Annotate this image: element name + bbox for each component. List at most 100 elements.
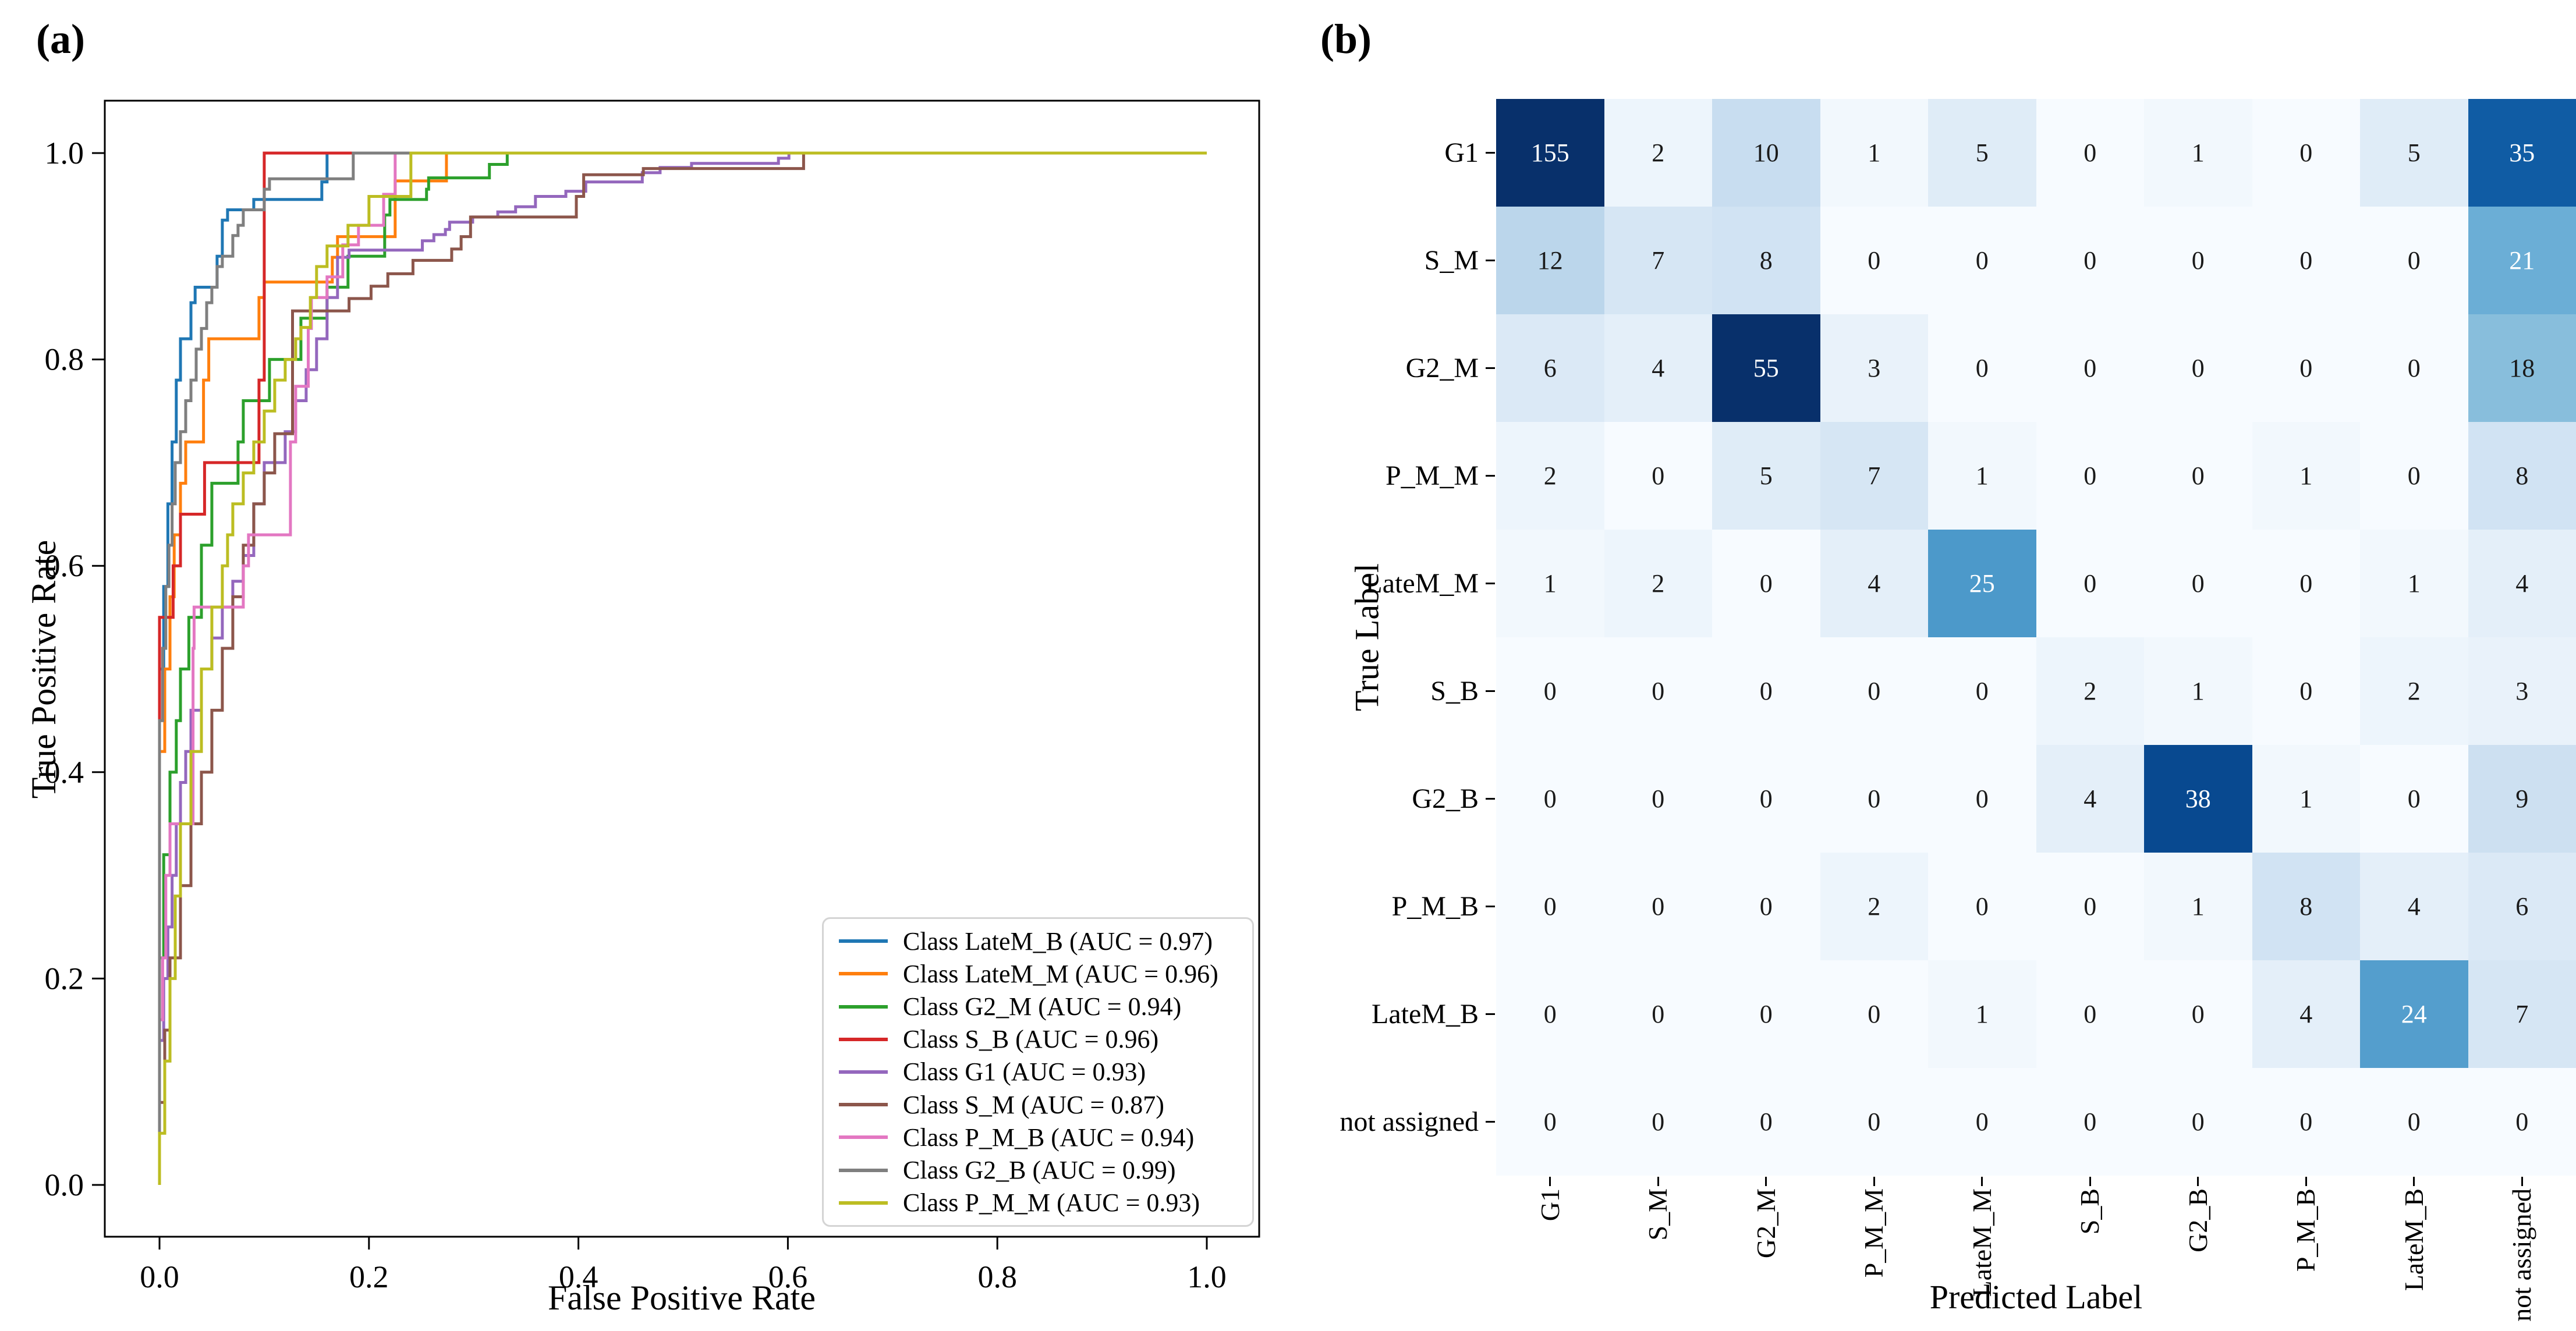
- cm-col-label-P_M_M: P_M_M: [1859, 1188, 1889, 1278]
- cm-cell-LateM_M-not assigned: 4: [2468, 530, 2576, 637]
- cm-cell-S_B-P_M_M: 0: [1820, 637, 1928, 745]
- heatmap-x-axis-title: Predicted Label: [1929, 1278, 2143, 1316]
- cm-cell-G2_M-G2_M: 55: [1712, 314, 1820, 422]
- cm-cell-S_B-G2_M: 0: [1712, 637, 1820, 745]
- roc-curve-G1: [158, 151, 1207, 1185]
- cm-cell-G2_B-not assigned: 9: [2468, 745, 2576, 853]
- cm-col-tick: [1765, 1177, 1767, 1186]
- legend-item: Class P_M_B (AUC = 0.94): [839, 1123, 1246, 1152]
- cm-cell-P_M_B-G1: 0: [1496, 853, 1604, 960]
- cm-row-label-P_M_B: P_M_B: [1391, 890, 1479, 922]
- cm-row-tick: [1486, 367, 1495, 369]
- cm-cell-LateM_B-LateM_M: 1: [1928, 960, 2036, 1068]
- cm-cell-LateM_M-P_M_B: 0: [2252, 530, 2360, 637]
- cm-col-tick: [2413, 1177, 2415, 1186]
- cm-cell-P_M_M-not assigned: 8: [2468, 422, 2576, 530]
- cm-row-tick: [1486, 906, 1495, 907]
- cm-col-label-LateM_B: LateM_B: [2398, 1188, 2429, 1291]
- cm-cell-G1-P_M_B: 0: [2252, 99, 2360, 207]
- cm-cell-S_M-LateM_B: 0: [2360, 207, 2468, 314]
- cm-cell-S_B-not assigned: 3: [2468, 637, 2576, 745]
- legend-line-swatch: [839, 939, 888, 943]
- cm-cell-G2_M-S_M: 4: [1604, 314, 1712, 422]
- legend-label: Class LateM_B (AUC = 0.97): [903, 927, 1213, 956]
- cm-cell-not assigned-P_M_B: 0: [2252, 1068, 2360, 1176]
- cm-row-label-not assigned: not assigned: [1340, 1106, 1479, 1137]
- cm-cell-P_M_B-P_M_M: 2: [1820, 853, 1928, 960]
- cm-cell-P_M_B-not assigned: 6: [2468, 853, 2576, 960]
- cm-cell-P_M_B-LateM_M: 0: [1928, 853, 2036, 960]
- roc-axes-box: [104, 100, 1260, 1238]
- legend-line-swatch: [839, 1037, 888, 1041]
- cm-cell-G1-G2_M: 10: [1712, 99, 1820, 207]
- cm-cell-LateM_M-G1: 1: [1496, 530, 1604, 637]
- cm-cell-S_M-S_B: 0: [2036, 207, 2144, 314]
- cm-row-label-G2_M: G2_M: [1405, 352, 1479, 384]
- roc-curve-G2_B: [158, 151, 1207, 1185]
- cm-cell-G1-LateM_M: 5: [1928, 99, 2036, 207]
- cm-row-label-G1: G1: [1444, 137, 1479, 168]
- cm-cell-LateM_B-not assigned: 7: [2468, 960, 2576, 1068]
- cm-col-tick: [2305, 1177, 2307, 1186]
- cm-cell-LateM_M-LateM_M: 25: [1928, 530, 2036, 637]
- cm-col-label-G2_M: G2_M: [1751, 1188, 1781, 1259]
- cm-cell-G1-P_M_M: 1: [1820, 99, 1928, 207]
- cm-cell-S_M-G2_M: 8: [1712, 207, 1820, 314]
- cm-cell-P_M_M-G2_M: 5: [1712, 422, 1820, 530]
- cm-cell-G2_M-not assigned: 18: [2468, 314, 2576, 422]
- x-tick-label: 0.6: [768, 1259, 808, 1294]
- cm-cell-G2_M-LateM_M: 0: [1928, 314, 2036, 422]
- cm-cell-P_M_B-P_M_B: 8: [2252, 853, 2360, 960]
- cm-cell-G2_B-P_M_B: 1: [2252, 745, 2360, 853]
- cm-cell-LateM_B-S_B: 0: [2036, 960, 2144, 1068]
- cm-cell-S_B-S_M: 0: [1604, 637, 1712, 745]
- cm-cell-not assigned-not assigned: 0: [2468, 1068, 2576, 1176]
- cm-col-tick: [2089, 1177, 2091, 1186]
- roc-x-axis-ticks: 0.0 0.2 0.4 0.6 0.8 1.0: [140, 1237, 1227, 1294]
- legend-item: Class LateM_M (AUC = 0.96): [839, 959, 1246, 989]
- cm-cell-S_B-G1: 0: [1496, 637, 1604, 745]
- cm-cell-S_M-G2_B: 0: [2144, 207, 2252, 314]
- legend-label: Class G2_B (AUC = 0.99): [903, 1156, 1176, 1185]
- roc-curve-P_M_M: [158, 151, 1207, 1185]
- cm-cell-G2_M-S_B: 0: [2036, 314, 2144, 422]
- legend-line-swatch: [839, 1168, 888, 1172]
- roc-curve-LateM_M: [158, 151, 1207, 1185]
- confusion-matrix-grid: 155 2 10 1 5 0 1 0 5 35 12 7 8 0 0 0 0 0 0 21 6 4 55 3 0 0 0 0 0 18 2 0…: [1496, 99, 2576, 1176]
- cm-col-label-G2_B: G2_B: [2182, 1188, 2213, 1252]
- legend-label: Class S_B (AUC = 0.96): [903, 1025, 1159, 1054]
- cm-cell-S_M-P_M_M: 0: [1820, 207, 1928, 314]
- legend-item: Class G1 (AUC = 0.93): [839, 1057, 1246, 1087]
- cm-cell-P_M_M-P_M_M: 7: [1820, 422, 1928, 530]
- cm-cell-LateM_M-G2_M: 0: [1712, 530, 1820, 637]
- cm-cell-P_M_M-G2_B: 0: [2144, 422, 2252, 530]
- legend-line-swatch: [839, 972, 888, 976]
- cm-cell-P_M_M-LateM_B: 0: [2360, 422, 2468, 530]
- cm-cell-P_M_B-S_M: 0: [1604, 853, 1712, 960]
- legend-line-swatch: [839, 1070, 888, 1074]
- x-tick-label: 0.4: [559, 1259, 598, 1294]
- cm-cell-S_M-LateM_M: 0: [1928, 207, 2036, 314]
- cm-cell-G1-not assigned: 35: [2468, 99, 2576, 207]
- heatmap-y-axis-title: True Label: [1348, 563, 1386, 711]
- roc-x-axis-title: False Positive Rate: [548, 1279, 816, 1317]
- legend-label: Class P_M_B (AUC = 0.94): [903, 1123, 1195, 1152]
- cm-cell-G1-LateM_B: 5: [2360, 99, 2468, 207]
- legend-label: Class G1 (AUC = 0.93): [903, 1057, 1146, 1087]
- cm-cell-LateM_B-P_M_M: 0: [1820, 960, 1928, 1068]
- roc-curve-G2_M: [158, 151, 1207, 1185]
- cm-row-tick: [1486, 798, 1495, 800]
- cm-cell-LateM_M-P_M_M: 4: [1820, 530, 1928, 637]
- cm-col-label-P_M_B: P_M_B: [2291, 1188, 2321, 1272]
- cm-cell-not assigned-LateM_B: 0: [2360, 1068, 2468, 1176]
- cm-cell-not assigned-G1: 0: [1496, 1068, 1604, 1176]
- cm-cell-S_M-G1: 12: [1496, 207, 1604, 314]
- cm-cell-G1-S_B: 0: [2036, 99, 2144, 207]
- cm-row-tick: [1486, 152, 1495, 154]
- x-tick-label: 0.0: [140, 1259, 179, 1294]
- cm-cell-S_M-not assigned: 21: [2468, 207, 2576, 314]
- cm-cell-G2_B-S_M: 0: [1604, 745, 1712, 853]
- cm-cell-P_M_B-S_B: 0: [2036, 853, 2144, 960]
- y-tick-label: 0.8: [45, 342, 84, 377]
